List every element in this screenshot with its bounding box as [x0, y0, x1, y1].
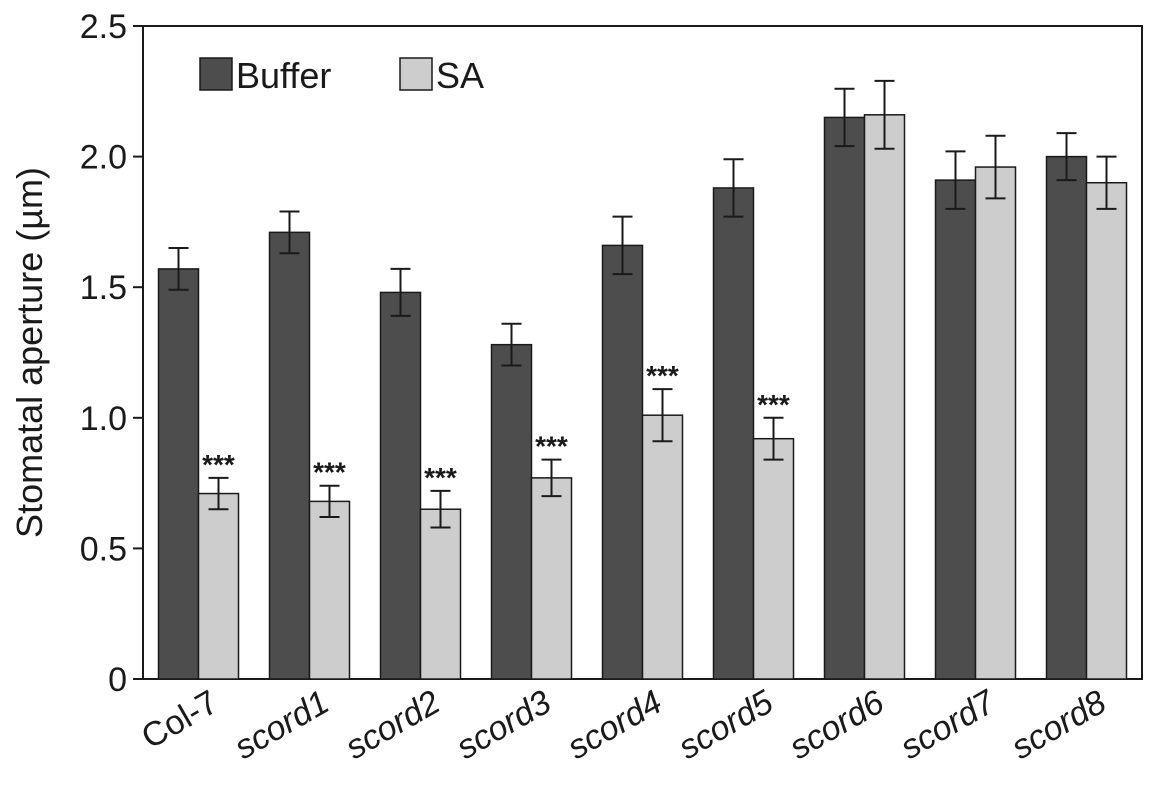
significance-label: *** [202, 449, 235, 480]
category-label: Col-7 [135, 683, 224, 757]
significance-label: *** [646, 360, 679, 391]
category-label: scord3 [450, 683, 557, 767]
y-tick-label: 2.5 [80, 8, 127, 46]
bar-sa [197, 492, 240, 680]
legend-swatch-sa [399, 57, 433, 91]
y-tick-label: 1.0 [80, 400, 127, 438]
legend: Buffer SA [199, 55, 484, 96]
bar-buffer [268, 231, 311, 680]
bar-sa [419, 508, 462, 680]
y-tick-label: 1.5 [80, 269, 127, 307]
significance-label: *** [535, 431, 568, 462]
bar-buffer [379, 291, 422, 680]
category-label: scord6 [783, 683, 890, 767]
bar-buffer [934, 179, 977, 680]
y-axis-label: Stomatal aperture (µm) [9, 167, 50, 538]
bar-sa [974, 166, 1017, 680]
bar-sa [1085, 181, 1128, 680]
bar-buffer [490, 343, 533, 680]
significance-label: *** [424, 462, 457, 493]
category-label: scord5 [672, 683, 779, 767]
legend-label-sa: SA [436, 55, 484, 96]
bar-sa [752, 437, 795, 680]
y-tick-label: 0.5 [80, 530, 127, 568]
bar-buffer [601, 244, 644, 680]
bars: *** *** *** *** *** *** [157, 79, 1128, 680]
legend-label-buffer: Buffer [236, 55, 331, 96]
bar-buffer [712, 187, 755, 680]
significance-label: *** [757, 389, 790, 420]
category-label: scord8 [1005, 683, 1112, 767]
y-tick-label: 0 [108, 661, 127, 699]
bar-sa [308, 500, 351, 680]
category-label: scord4 [561, 683, 668, 767]
bar-buffer [157, 268, 200, 680]
category-label: scord2 [339, 683, 446, 767]
bar-sa [641, 414, 684, 680]
category-label: scord1 [228, 683, 335, 767]
bar-sa [863, 114, 906, 680]
bar-buffer [1045, 155, 1088, 680]
bar-sa [530, 477, 573, 680]
significance-label: *** [313, 457, 346, 488]
category-label: scord7 [894, 682, 1002, 766]
y-tick-label: 2.0 [80, 139, 127, 177]
bar-buffer [823, 116, 866, 680]
legend-swatch-buffer [199, 57, 233, 91]
